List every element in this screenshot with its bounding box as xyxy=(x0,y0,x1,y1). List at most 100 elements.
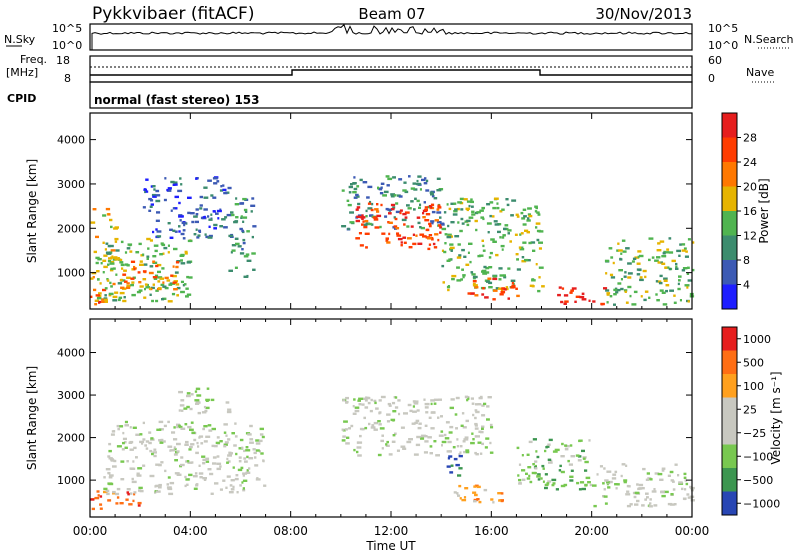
data-cell xyxy=(460,217,464,221)
data-cell xyxy=(364,406,369,409)
data-cell xyxy=(188,473,193,477)
data-cell xyxy=(681,269,686,272)
data-cell xyxy=(243,457,247,460)
data-cell xyxy=(386,440,389,444)
data-cell xyxy=(456,256,462,259)
data-cell xyxy=(446,259,451,262)
data-cell xyxy=(425,189,430,192)
data-cell xyxy=(245,449,251,452)
data-cell xyxy=(623,275,627,278)
data-cell xyxy=(176,286,181,290)
data-cell xyxy=(627,285,632,289)
data-cell xyxy=(97,494,100,497)
data-cell xyxy=(657,261,661,264)
data-cell xyxy=(450,221,455,224)
data-cell xyxy=(155,194,161,197)
data-cell xyxy=(402,189,407,192)
data-cell xyxy=(627,276,632,279)
data-cell xyxy=(462,275,465,279)
data-cell xyxy=(401,218,407,222)
data-cell xyxy=(494,197,499,200)
data-cell xyxy=(395,202,399,205)
data-cell xyxy=(371,424,375,427)
data-cell xyxy=(139,260,143,263)
data-cell xyxy=(157,270,161,274)
data-cell xyxy=(231,432,235,435)
data-cell xyxy=(519,246,524,249)
data-cell xyxy=(649,478,653,481)
data-cell xyxy=(584,484,588,487)
data-cell xyxy=(447,288,450,292)
data-cell xyxy=(387,402,391,406)
data-cell xyxy=(126,284,131,288)
data-cell xyxy=(603,287,608,290)
data-cell xyxy=(101,298,105,301)
data-cell xyxy=(456,492,459,495)
data-cell xyxy=(570,289,574,292)
data-cell xyxy=(120,478,125,481)
data-cell xyxy=(465,207,470,210)
data-cell xyxy=(102,271,105,274)
data-cell xyxy=(449,248,454,251)
data-cell xyxy=(184,443,189,446)
data-cell xyxy=(485,437,490,440)
data-cell xyxy=(109,262,115,265)
data-cell xyxy=(137,501,142,505)
data-cell xyxy=(668,267,671,271)
data-cell xyxy=(495,287,500,290)
data-cell xyxy=(103,298,108,301)
data-cell xyxy=(529,480,533,484)
data-cell xyxy=(175,283,180,286)
data-cell xyxy=(463,198,468,201)
data-cell xyxy=(526,231,530,234)
nsearch-label: N.Search xyxy=(744,33,794,46)
data-cell xyxy=(653,504,658,507)
data-cell xyxy=(153,454,157,458)
data-cell xyxy=(410,225,414,228)
nsky-label: N.Sky xyxy=(4,33,36,46)
data-cell xyxy=(438,434,444,437)
data-cell xyxy=(425,411,429,414)
data-cell xyxy=(471,205,474,208)
data-cell xyxy=(359,244,364,247)
data-cell xyxy=(212,462,217,465)
data-cell xyxy=(506,203,510,207)
data-cell xyxy=(536,474,540,478)
data-cell xyxy=(575,454,580,457)
data-cell xyxy=(475,228,478,232)
data-cell xyxy=(427,205,430,209)
data-cell xyxy=(345,401,348,404)
data-cell xyxy=(178,390,183,394)
data-cell xyxy=(380,186,383,189)
data-cell xyxy=(577,455,582,458)
data-cell xyxy=(396,232,400,235)
data-cell xyxy=(489,201,494,204)
data-cell xyxy=(108,449,112,453)
data-cell xyxy=(399,211,402,215)
data-cell xyxy=(678,481,683,484)
data-cell xyxy=(438,224,442,227)
data-cell xyxy=(466,398,469,402)
data-cell xyxy=(104,248,107,251)
data-cell xyxy=(203,478,207,481)
data-cell xyxy=(245,253,250,256)
data-cell xyxy=(425,179,429,183)
data-cell xyxy=(481,442,484,446)
data-cell xyxy=(669,289,674,292)
data-cell xyxy=(227,438,231,441)
data-cell xyxy=(190,443,195,446)
data-cell xyxy=(673,503,677,506)
data-cell xyxy=(470,397,474,400)
data-cell xyxy=(487,396,492,399)
data-cell xyxy=(534,464,537,468)
data-cell xyxy=(648,296,651,299)
data-cell xyxy=(185,440,189,444)
data-cell xyxy=(103,265,108,269)
data-cell xyxy=(184,283,187,286)
data-cell xyxy=(342,399,346,402)
data-cell xyxy=(667,474,671,477)
data-cell xyxy=(195,208,199,211)
data-cell xyxy=(158,439,163,442)
data-cell xyxy=(152,283,155,286)
